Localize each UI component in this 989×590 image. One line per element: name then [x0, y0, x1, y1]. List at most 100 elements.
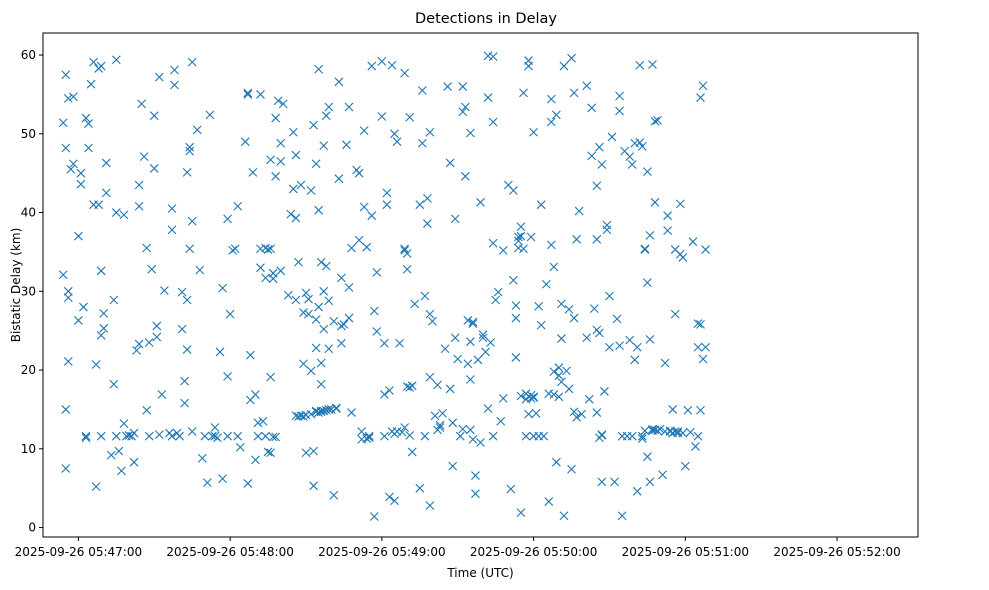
data-point [569, 88, 579, 98]
data-point [508, 186, 518, 195]
data-point [544, 497, 554, 506]
data-point [154, 430, 164, 440]
data-point [526, 232, 536, 242]
data-point [81, 431, 91, 441]
data-point [58, 118, 68, 128]
data-point [597, 431, 607, 440]
data-point [197, 453, 207, 463]
data-point [465, 128, 475, 138]
data-point [417, 86, 427, 95]
data-point [74, 316, 83, 325]
data-point [630, 355, 640, 365]
data-point [589, 304, 599, 314]
data-point [496, 416, 506, 426]
data-point [572, 234, 581, 244]
data-point [268, 268, 278, 278]
data-point [223, 371, 232, 381]
data-point [519, 88, 528, 98]
data-point [180, 398, 190, 408]
data-point [147, 264, 157, 274]
data-point [63, 286, 73, 296]
data-point [594, 328, 604, 338]
data-point [382, 200, 392, 210]
data-point [301, 448, 311, 458]
data-point [382, 188, 392, 198]
data-point [263, 447, 273, 457]
data-point [266, 372, 275, 382]
data-point [276, 138, 286, 148]
data-point [68, 159, 78, 169]
data-point [223, 214, 232, 224]
data-point [640, 244, 650, 254]
data-point [377, 112, 387, 121]
data-point [597, 477, 607, 487]
data-point [369, 306, 379, 316]
data-point [488, 52, 498, 62]
data-point [144, 431, 154, 441]
data-point [111, 208, 121, 217]
data-point [643, 278, 652, 288]
data-point [450, 333, 460, 343]
data-point [223, 431, 232, 441]
data-point [445, 158, 455, 168]
data-point [111, 55, 121, 65]
data-point [551, 110, 561, 120]
data-point [680, 461, 690, 471]
data-point [686, 427, 695, 437]
data-point [154, 72, 164, 82]
x-tick-label: 2025-09-26 05:52:00 [773, 545, 900, 559]
data-point [397, 427, 407, 437]
data-point [463, 359, 473, 369]
data-point [299, 359, 308, 369]
data-point [541, 279, 551, 289]
y-tick-label: 0 [28, 521, 36, 535]
data-point [240, 137, 250, 147]
data-point [380, 338, 389, 348]
data-point [516, 508, 526, 517]
data-point [94, 200, 104, 210]
data-point [329, 316, 339, 326]
data-point [526, 394, 536, 403]
data-point [407, 447, 417, 457]
data-point [402, 264, 412, 274]
x-tick-label: 2025-09-26 05:49:00 [318, 545, 445, 559]
x-tick-label: 2025-09-26 05:48:00 [166, 545, 293, 559]
data-point [157, 390, 167, 399]
data-point [511, 313, 521, 323]
data-point [627, 160, 637, 169]
data-point [357, 427, 367, 436]
data-point [668, 405, 678, 414]
data-point [91, 482, 101, 491]
data-point [233, 201, 243, 211]
y-tick-label: 60 [21, 48, 36, 62]
data-point [63, 356, 73, 366]
data-point [625, 335, 635, 345]
data-point [109, 295, 119, 305]
data-point [324, 296, 334, 306]
data-point [653, 426, 662, 436]
data-point [405, 112, 415, 122]
data-point [476, 438, 485, 447]
data-point [271, 432, 281, 442]
data-point [235, 442, 245, 452]
data-point [597, 160, 607, 169]
data-point [61, 70, 71, 80]
data-point [511, 301, 521, 310]
data-point [567, 53, 576, 63]
data-point [488, 431, 498, 441]
data-point [152, 332, 162, 342]
data-point [316, 407, 326, 417]
data-point [483, 404, 493, 414]
data-point [691, 442, 700, 451]
data-point [402, 249, 412, 258]
data-point [251, 455, 260, 465]
data-point [344, 282, 354, 292]
data-point [215, 347, 225, 357]
data-point [314, 205, 324, 215]
data-point [149, 111, 159, 121]
data-point [488, 117, 498, 127]
data-point [359, 126, 369, 136]
data-point [655, 424, 665, 434]
data-point [309, 120, 318, 130]
